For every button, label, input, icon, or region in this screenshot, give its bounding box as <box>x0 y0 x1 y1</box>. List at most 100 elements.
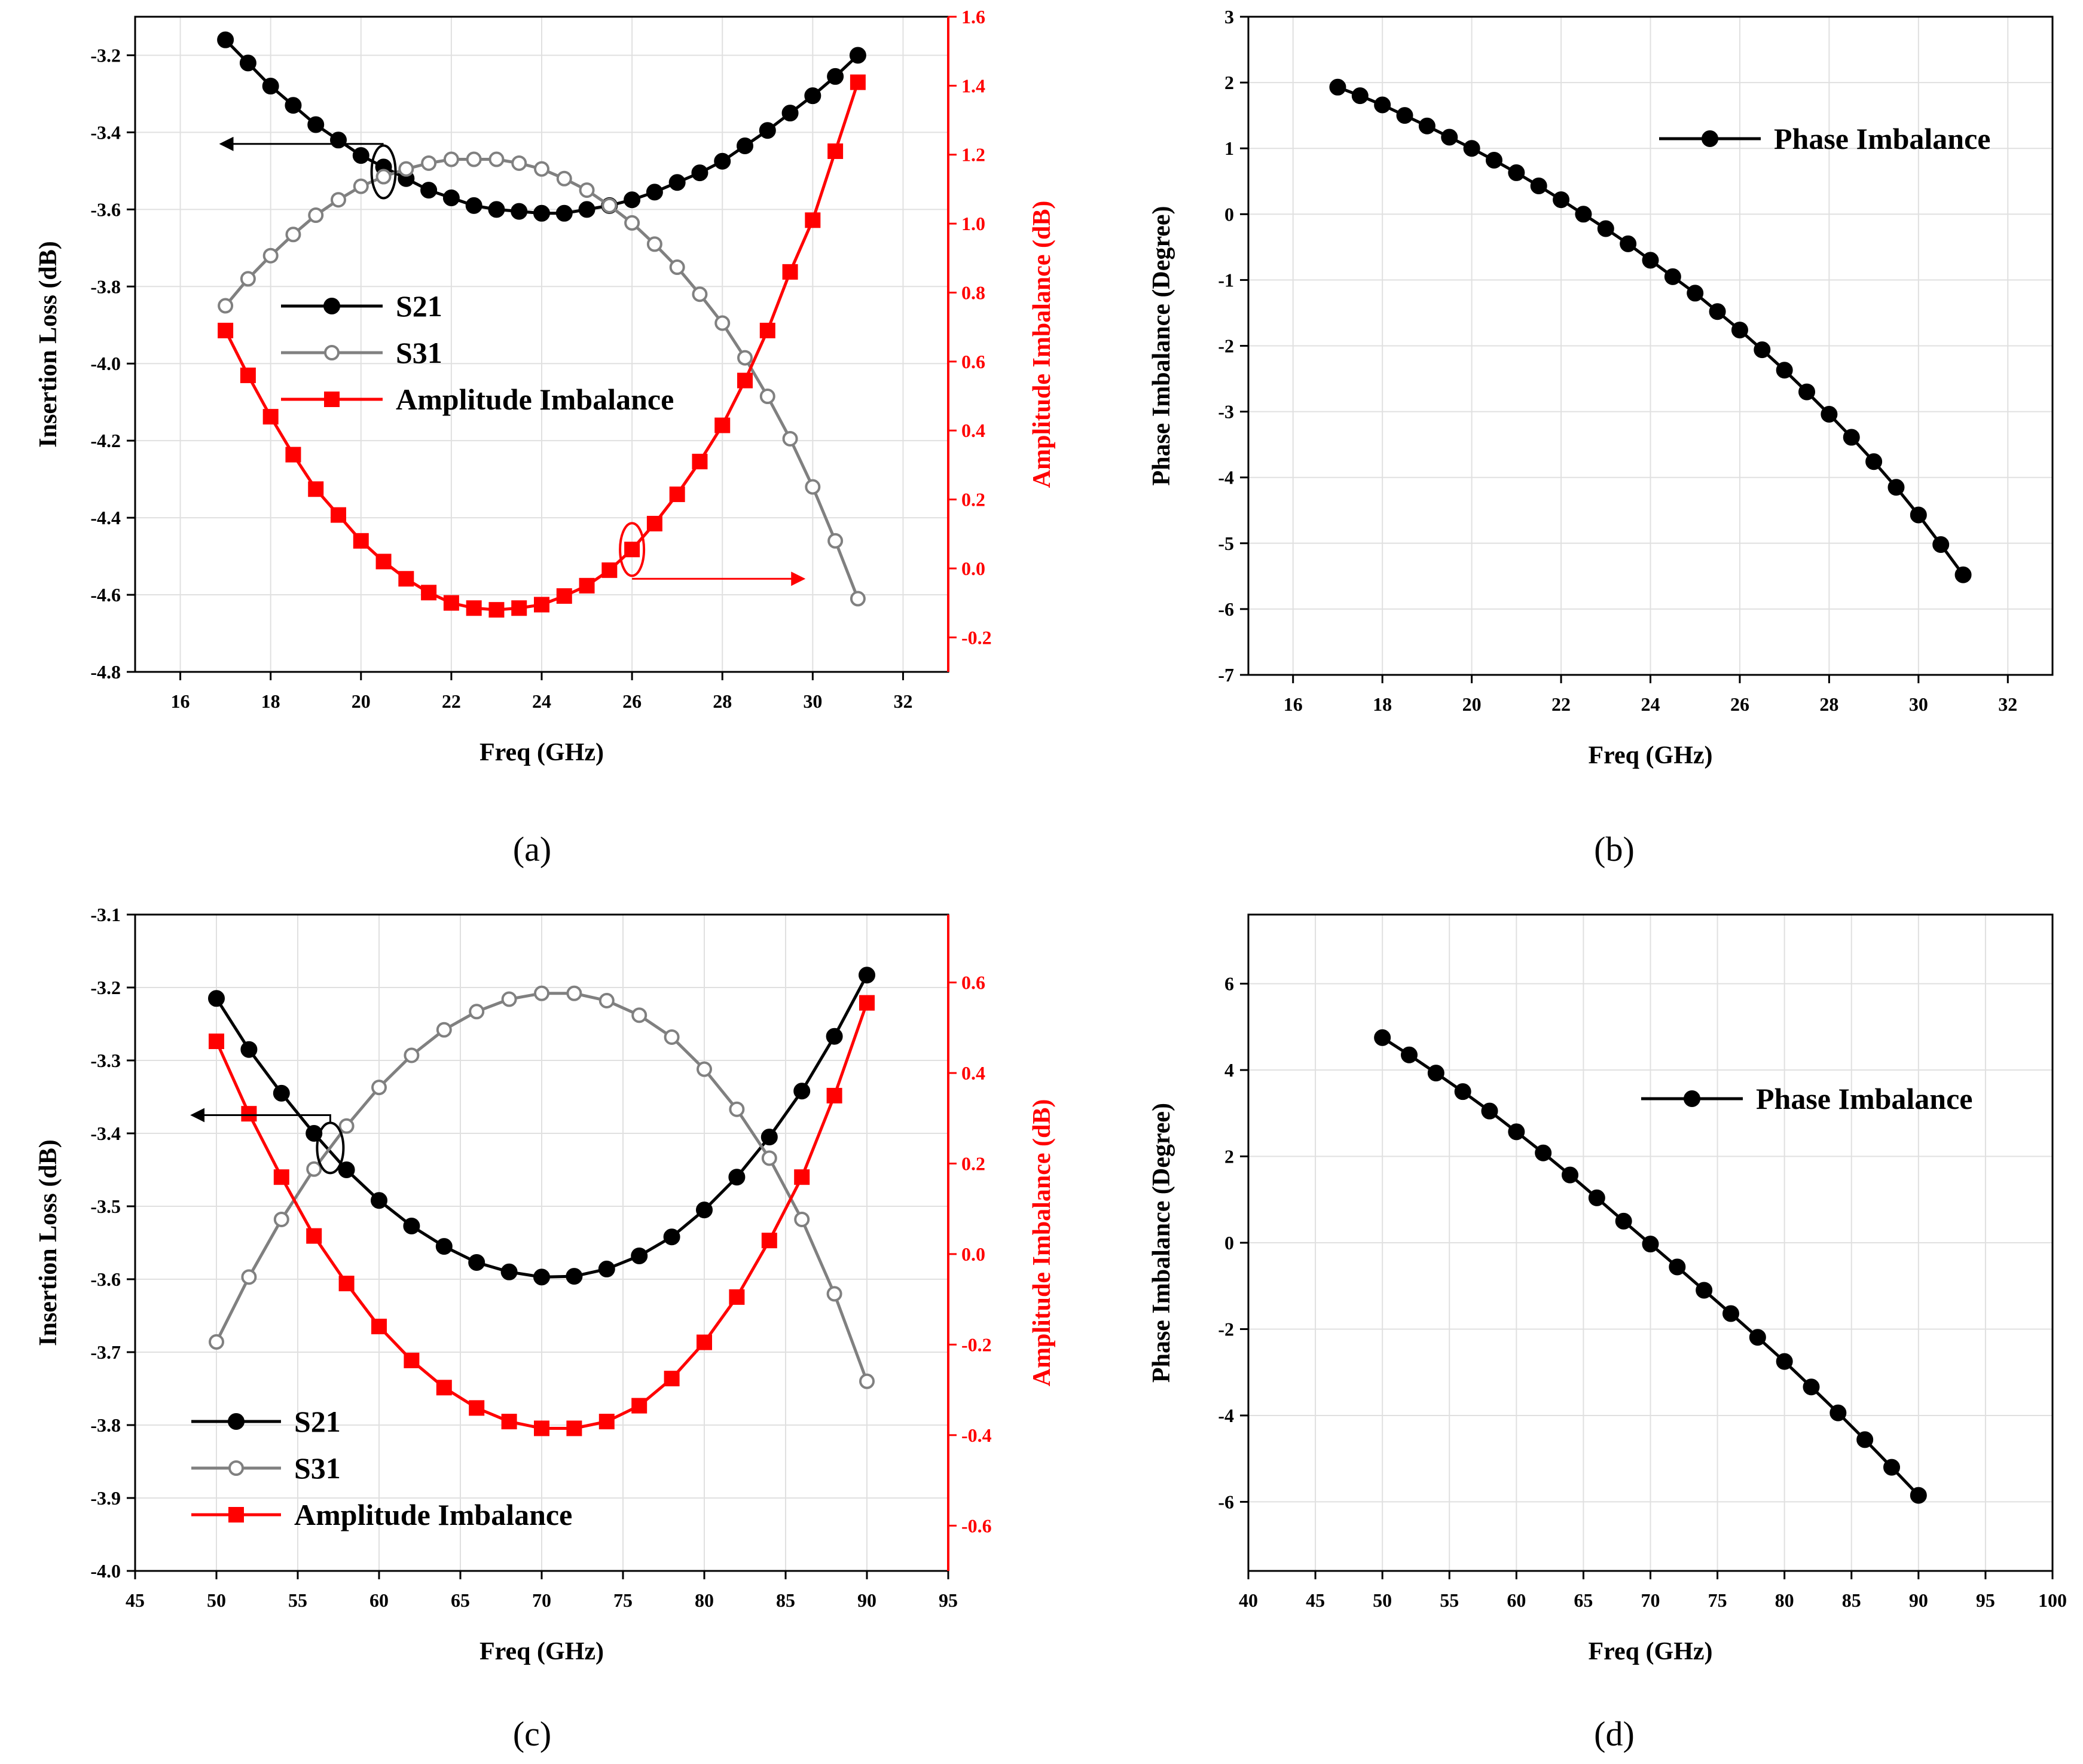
data-point <box>488 602 505 618</box>
x-tick-label: 60 <box>1507 1589 1526 1611</box>
data-point <box>307 116 325 133</box>
x-tick-label: 90 <box>1909 1589 1928 1611</box>
data-point <box>664 1371 680 1387</box>
data-point <box>566 1420 582 1436</box>
data-point <box>601 197 618 213</box>
data-point <box>759 322 775 338</box>
y-tick-label: -3.4 <box>90 1123 121 1144</box>
y-tick-label: -6 <box>1218 598 1234 620</box>
data-point <box>1374 1029 1391 1046</box>
data-point <box>1620 235 1637 252</box>
y-tick-label: 3 <box>1224 6 1234 27</box>
y-tick-label: -4.6 <box>90 584 121 606</box>
x-tick-label: 45 <box>126 1589 145 1611</box>
data-point <box>375 554 392 570</box>
y-tick-label: -3.4 <box>90 121 121 143</box>
data-point <box>804 87 821 105</box>
data-point <box>728 1169 746 1186</box>
data-point <box>1642 1236 1659 1253</box>
data-point <box>1696 1282 1713 1299</box>
data-point <box>697 1334 712 1350</box>
data-point <box>1865 453 1883 470</box>
data-point <box>669 259 685 276</box>
data-point <box>308 207 324 224</box>
y-tick-label: 6 <box>1224 973 1234 995</box>
data-point <box>1597 220 1614 237</box>
data-point <box>533 1268 550 1286</box>
data-point <box>534 985 549 1001</box>
data-point <box>404 1047 420 1063</box>
data-point <box>1642 252 1659 269</box>
series-amplitude-imbalance <box>218 74 866 618</box>
data-point <box>556 170 572 187</box>
y-tick-label: 0 <box>1224 1232 1234 1254</box>
data-point <box>759 122 776 139</box>
data-point <box>850 74 866 90</box>
x-tick-label: 16 <box>1284 693 1303 715</box>
y-tick-label: -3.8 <box>90 1414 121 1436</box>
x-tick-label: 22 <box>1551 693 1571 715</box>
x-tick-label: 24 <box>532 690 551 712</box>
legend-marker <box>1702 130 1718 147</box>
data-point <box>696 1202 713 1219</box>
data-point <box>466 600 482 616</box>
data-point <box>1351 87 1369 105</box>
data-point <box>240 271 256 287</box>
data-point <box>663 1228 680 1246</box>
data-point <box>1687 285 1704 302</box>
y-tick-label: -5 <box>1218 533 1234 554</box>
data-point <box>782 264 798 280</box>
data-point <box>782 430 798 447</box>
data-point <box>805 212 821 228</box>
data-point <box>488 151 505 167</box>
data-point <box>601 562 618 578</box>
series-s31 <box>218 151 866 607</box>
data-point <box>208 990 225 1007</box>
data-point <box>556 588 572 604</box>
x-tick-label: 26 <box>622 690 642 712</box>
data-point <box>209 1334 224 1350</box>
data-point <box>737 137 753 154</box>
data-point <box>1954 566 1972 583</box>
legend-marker <box>228 1413 245 1430</box>
data-point <box>1887 479 1905 496</box>
x-tick-label: 85 <box>1842 1589 1861 1611</box>
data-point <box>330 132 347 149</box>
data-point <box>338 1118 355 1134</box>
y-tick-label: -3.7 <box>90 1341 121 1363</box>
legend-marker <box>228 1507 244 1523</box>
data-point <box>306 1161 322 1177</box>
data-point <box>371 1080 387 1096</box>
data-point <box>578 201 595 218</box>
x-tick-label: 90 <box>857 1589 876 1611</box>
data-point <box>1530 177 1547 194</box>
data-point <box>1329 78 1346 96</box>
panel-label-a: (a) <box>513 830 551 869</box>
data-point <box>1821 406 1838 423</box>
data-point <box>794 1211 810 1227</box>
data-point <box>1776 1353 1793 1370</box>
data-point <box>534 161 549 177</box>
data-point <box>859 1373 875 1389</box>
x-tick-label: 85 <box>776 1589 795 1611</box>
x-tick-label: 50 <box>1373 1589 1392 1611</box>
y2-tick-label: 1.4 <box>961 75 985 96</box>
y2-tick-label: 0.4 <box>961 1062 985 1084</box>
y2-tick-label: -0.6 <box>961 1515 992 1536</box>
data-point <box>353 178 369 194</box>
x-tick-label: 70 <box>1641 1589 1660 1611</box>
x-tick-label: 30 <box>803 690 822 712</box>
data-point <box>218 298 234 314</box>
data-point <box>646 236 662 252</box>
y-axis-title: Phase Imbalance (Degree) <box>1148 1103 1175 1383</box>
data-point <box>826 1028 843 1045</box>
data-point <box>442 189 460 207</box>
data-point <box>352 147 369 164</box>
y-tick-label: -4.4 <box>90 507 121 528</box>
y-tick-label: -3.6 <box>90 1268 121 1290</box>
data-point <box>697 1061 712 1077</box>
data-point <box>1843 429 1860 446</box>
data-point <box>398 161 414 177</box>
data-point <box>1883 1459 1900 1476</box>
legend-marker <box>324 345 340 360</box>
